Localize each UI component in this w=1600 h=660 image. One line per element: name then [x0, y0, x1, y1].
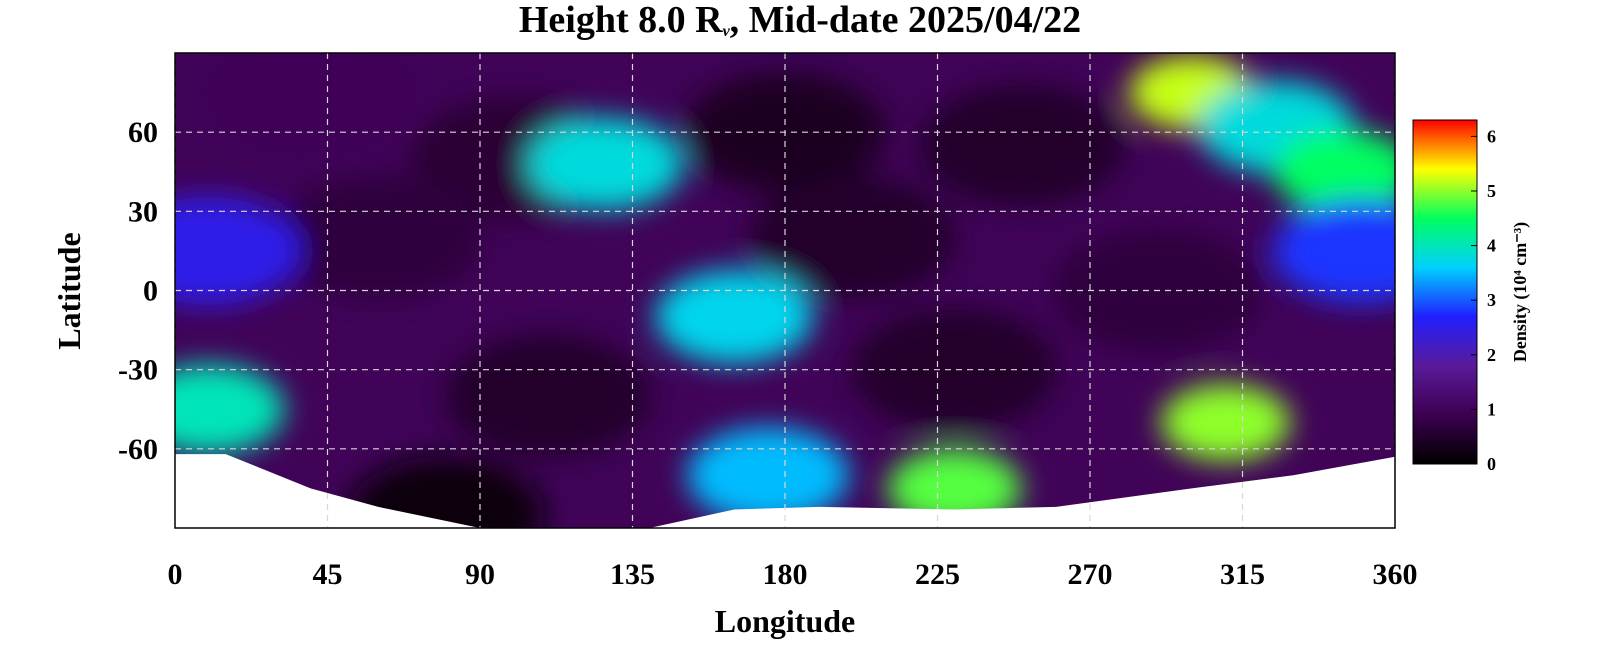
y-tick-label: 0	[143, 275, 158, 308]
density-feature	[527, 117, 684, 210]
plot-area	[175, 53, 1395, 528]
colorbar-scale	[1412, 119, 1478, 465]
chart-title: Height 8.0 Rν, Mid-date 2025/04/22	[0, 0, 1600, 52]
chart-title-prefix: Height 8.0 R	[518, 0, 723, 41]
x-tick-label: 225	[915, 558, 960, 591]
colorbar-tick-label: 2	[1487, 345, 1496, 365]
density-feature	[175, 364, 285, 455]
density-feature	[1273, 130, 1395, 214]
y-axis-title: Latitude	[51, 232, 87, 349]
density-feature	[1160, 384, 1291, 461]
density-feature	[273, 175, 484, 300]
density-feature	[445, 335, 651, 457]
x-axis-ticks: 0 45 90 135 180 225 270 315 360	[168, 558, 1418, 591]
colorbar-tick-label: 3	[1487, 290, 1496, 310]
density-feature	[202, 53, 419, 157]
colorbar-tick-label: 4	[1487, 236, 1496, 256]
y-tick-label: -30	[118, 354, 158, 387]
chart-title-suffix: , Mid-date 2025/04/22	[729, 0, 1082, 41]
density-feature	[887, 448, 1022, 528]
colorbar-label: Density (10⁴ cm⁻³)	[1510, 222, 1531, 362]
x-tick-label: 90	[465, 558, 495, 591]
density-feature	[1272, 198, 1395, 304]
x-tick-label: 135	[610, 558, 655, 591]
colorbar-tick-label: 6	[1487, 126, 1496, 146]
density-feature	[851, 308, 1058, 431]
colorbar: 0 1 2 3 4 5 6 Density (10⁴ cm⁻³)	[1412, 119, 1531, 474]
density-feature	[347, 456, 545, 528]
density-feature	[687, 427, 850, 524]
grid-lines	[175, 53, 1395, 528]
colorbar-tick-label: 5	[1487, 181, 1496, 201]
x-tick-label: 0	[168, 558, 183, 591]
y-tick-label: 30	[128, 195, 158, 228]
colorbar-tick-label: 1	[1487, 399, 1496, 419]
density-feature	[655, 270, 814, 364]
chart-title-subscript: ν	[722, 23, 730, 40]
y-tick-label: 60	[128, 116, 158, 149]
colorbar-tick-label: 0	[1487, 454, 1496, 474]
plot-frame	[174, 52, 1396, 529]
x-tick-label: 360	[1373, 558, 1418, 591]
density-feature	[175, 196, 301, 306]
x-tick-label: 315	[1220, 558, 1265, 591]
x-tick-label: 180	[763, 558, 808, 591]
y-tick-label: -60	[118, 433, 158, 466]
x-axis-title: Longitude	[715, 603, 855, 639]
y-axis-ticks: 60 30 0 -30 -60	[118, 116, 158, 466]
x-tick-label: 45	[313, 558, 343, 591]
x-tick-label: 270	[1068, 558, 1113, 591]
density-feature	[919, 84, 1125, 207]
colorbar-ticks: 0 1 2 3 4 5 6	[1471, 126, 1496, 474]
density-feature	[750, 176, 956, 299]
